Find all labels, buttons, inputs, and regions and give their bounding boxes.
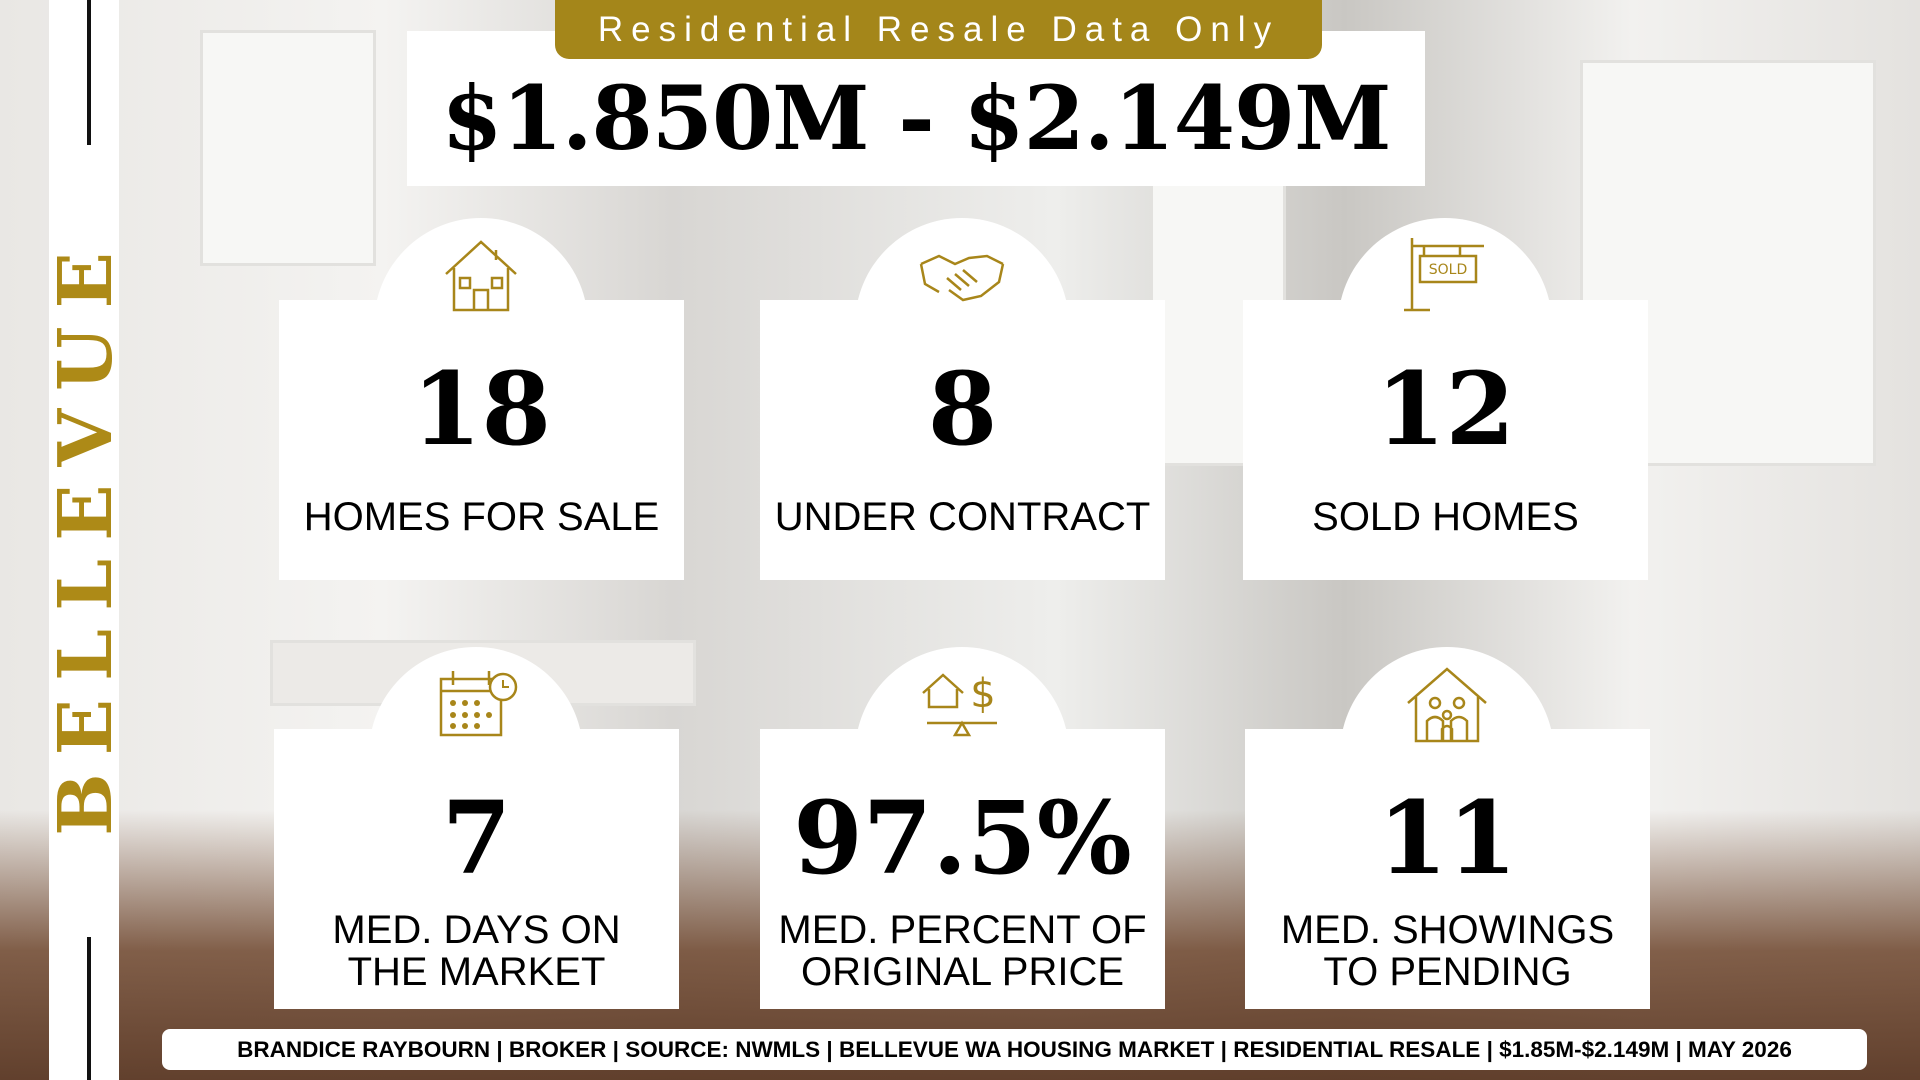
card-icon bbox=[445, 240, 517, 312]
stat-value: 12 bbox=[1375, 350, 1516, 468]
label-line: SOLD HOMES bbox=[1312, 495, 1579, 539]
side-strip bbox=[49, 0, 119, 1080]
svg-text:SOLD: SOLD bbox=[1429, 262, 1468, 278]
stat-value: 7 bbox=[441, 779, 512, 897]
card-icon bbox=[919, 254, 1005, 302]
cabinet bbox=[200, 30, 376, 266]
stat-value: 11 bbox=[1377, 779, 1518, 897]
label-line: THE MARKET bbox=[347, 950, 606, 994]
label-line: UNDER CONTRACT bbox=[774, 495, 1151, 539]
card-icon bbox=[1407, 667, 1487, 743]
stat-label: UNDER CONTRACT bbox=[760, 496, 1165, 538]
label-line: ORIGINAL PRICE bbox=[800, 950, 1125, 994]
stat-card: 18 HOMES FOR SALE bbox=[279, 300, 684, 580]
card-icon bbox=[439, 671, 518, 737]
card-icon: SOLD bbox=[1404, 238, 1484, 312]
label-line: HOMES FOR SALE bbox=[303, 495, 660, 539]
label-line: MED. PERCENT OF bbox=[778, 908, 1147, 952]
divider-line bbox=[87, 937, 91, 1080]
stat-label: MED. SHOWINGS TO PENDING bbox=[1245, 909, 1650, 993]
label-line: TO PENDING bbox=[1323, 950, 1572, 994]
stat-card: 8 UNDER CONTRACT bbox=[760, 300, 1165, 580]
label-line: MED. SHOWINGS bbox=[1280, 908, 1615, 952]
footer: BRANDICE RAYBOURN | BROKER | SOURCE: NWM… bbox=[162, 1029, 1867, 1070]
label-line: MED. DAYS ON bbox=[332, 908, 621, 952]
stat-value: 8 bbox=[927, 350, 998, 468]
stat-label: HOMES FOR SALE bbox=[279, 496, 684, 538]
stat-label: MED. PERCENT OF ORIGINAL PRICE bbox=[760, 909, 1165, 993]
stat-card: 12 SOLD HOMES bbox=[1243, 300, 1648, 580]
card-icon: $ bbox=[922, 671, 997, 737]
data-badge: Residential Resale Data Only bbox=[555, 0, 1322, 59]
stat-value: 18 bbox=[411, 350, 552, 468]
stat-card: 97.5% MED. PERCENT OF ORIGINAL PRICE bbox=[760, 729, 1165, 1009]
divider-line bbox=[87, 0, 91, 145]
stat-card: 7 MED. DAYS ON THE MARKET bbox=[274, 729, 679, 1009]
svg-text:$: $ bbox=[970, 671, 995, 717]
stat-card: 11 MED. SHOWINGS TO PENDING bbox=[1245, 729, 1650, 1009]
city-label: BELLEVUE bbox=[43, 234, 129, 836]
stat-value: 97.5% bbox=[793, 779, 1132, 897]
stat-label: SOLD HOMES bbox=[1243, 496, 1648, 538]
stat-label: MED. DAYS ON THE MARKET bbox=[274, 909, 679, 993]
